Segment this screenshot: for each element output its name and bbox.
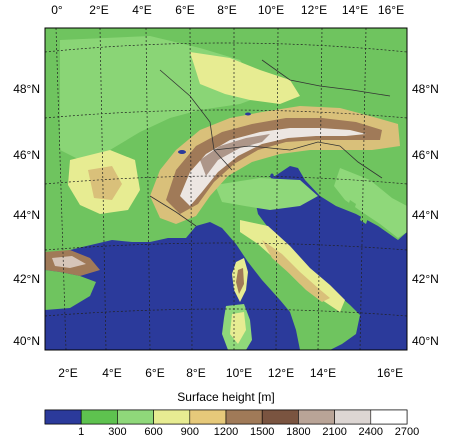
top-tick-label: 16°E xyxy=(378,3,404,17)
bottom-tick-label: 16°E xyxy=(377,366,403,380)
bottom-tick-label: 12°E xyxy=(268,366,294,380)
bottom-tick-label: 10°E xyxy=(226,366,252,380)
lakes xyxy=(178,112,274,179)
colorbar-label: 1200 xyxy=(214,426,238,437)
colorbar-label: 1 xyxy=(78,426,84,437)
country-borders xyxy=(149,59,391,227)
pyrenees-peaks xyxy=(52,256,86,268)
colorbar-swatch xyxy=(370,409,408,425)
right-tick-label: 40°N xyxy=(412,334,439,348)
right-tick-label: 44°N xyxy=(412,208,439,222)
left-tick-label: 42°N xyxy=(13,272,40,286)
top-tick-label: 14°E xyxy=(342,3,368,17)
colorbar-swatch xyxy=(298,409,335,425)
right-tick-label: 46°N xyxy=(412,148,439,162)
colorbar-label: 1500 xyxy=(250,426,274,437)
top-longitude-axis: 0° 2°E 4°E 6°E 8°E 10°E 12°E 14°E 16°E xyxy=(51,3,404,17)
colorbar-swatch xyxy=(189,409,227,425)
bottom-tick-label: 4°E xyxy=(102,366,121,380)
bottom-tick-label: 2°E xyxy=(58,366,77,380)
massif-central-core xyxy=(88,166,122,200)
balkan-coast xyxy=(334,168,407,238)
right-tick-label: 42°N xyxy=(412,272,439,286)
colorbar-label: 2100 xyxy=(322,426,346,437)
colorbar-swatch xyxy=(44,409,82,425)
spain-lowland xyxy=(45,270,96,310)
colorbar-label: 900 xyxy=(181,426,199,437)
top-tick-label: 10°E xyxy=(258,3,284,17)
colorbar-labels: 1 300 600 900 1200 1500 1800 2100 2400 2700 xyxy=(78,426,419,438)
colorbar-swatch xyxy=(153,409,191,425)
colorbar-swatches xyxy=(44,409,408,425)
colorbar-swatch xyxy=(117,409,154,425)
colorbar-label: 300 xyxy=(108,426,126,437)
colorbar-label: 2700 xyxy=(395,426,419,437)
bottom-longitude-axis: 2°E 4°E 6°E 8°E 10°E 12°E 14°E 16°E xyxy=(58,366,403,380)
left-tick-label: 40°N xyxy=(13,334,40,348)
colorbar-swatch xyxy=(80,409,118,425)
left-tick-label: 46°N xyxy=(13,148,40,162)
colorbar-swatch xyxy=(261,409,299,425)
colorbar-label: 600 xyxy=(144,426,162,437)
right-tick-label: 48°N xyxy=(412,82,439,96)
yellow-uplands-north xyxy=(190,52,300,104)
left-tick-label: 44°N xyxy=(13,208,40,222)
alps-rock xyxy=(200,134,270,176)
top-tick-label: 12°E xyxy=(301,3,327,17)
bottom-tick-label: 14°E xyxy=(310,366,336,380)
colorbar-label: 2400 xyxy=(359,426,383,437)
legend-title: Surface height [m] xyxy=(177,390,274,404)
colorbar-label: 1800 xyxy=(286,426,310,437)
left-latitude-axis: 48°N 46°N 44°N 42°N 40°N xyxy=(13,82,40,348)
po-valley xyxy=(215,178,318,210)
top-tick-label: 4°E xyxy=(132,3,151,17)
top-tick-label: 8°E xyxy=(217,3,236,17)
left-tick-label: 48°N xyxy=(13,82,40,96)
apennines-ridge xyxy=(262,240,330,302)
graticule xyxy=(45,28,407,350)
top-tick-label: 0° xyxy=(51,3,63,17)
map-panel xyxy=(45,28,407,350)
right-latitude-axis: 48°N 46°N 44°N 42°N 40°N xyxy=(412,82,439,348)
colorbar-swatch xyxy=(225,409,263,425)
map-frame xyxy=(44,27,408,351)
top-tick-label: 6°E xyxy=(175,3,194,17)
corsica-ridge xyxy=(236,268,244,294)
bottom-tick-label: 8°E xyxy=(186,366,205,380)
adriatic-islands xyxy=(348,200,368,224)
bottom-tick-label: 6°E xyxy=(145,366,164,380)
top-tick-label: 2°E xyxy=(89,3,108,17)
alps-high xyxy=(166,118,382,214)
colorbar-swatch xyxy=(334,409,372,425)
